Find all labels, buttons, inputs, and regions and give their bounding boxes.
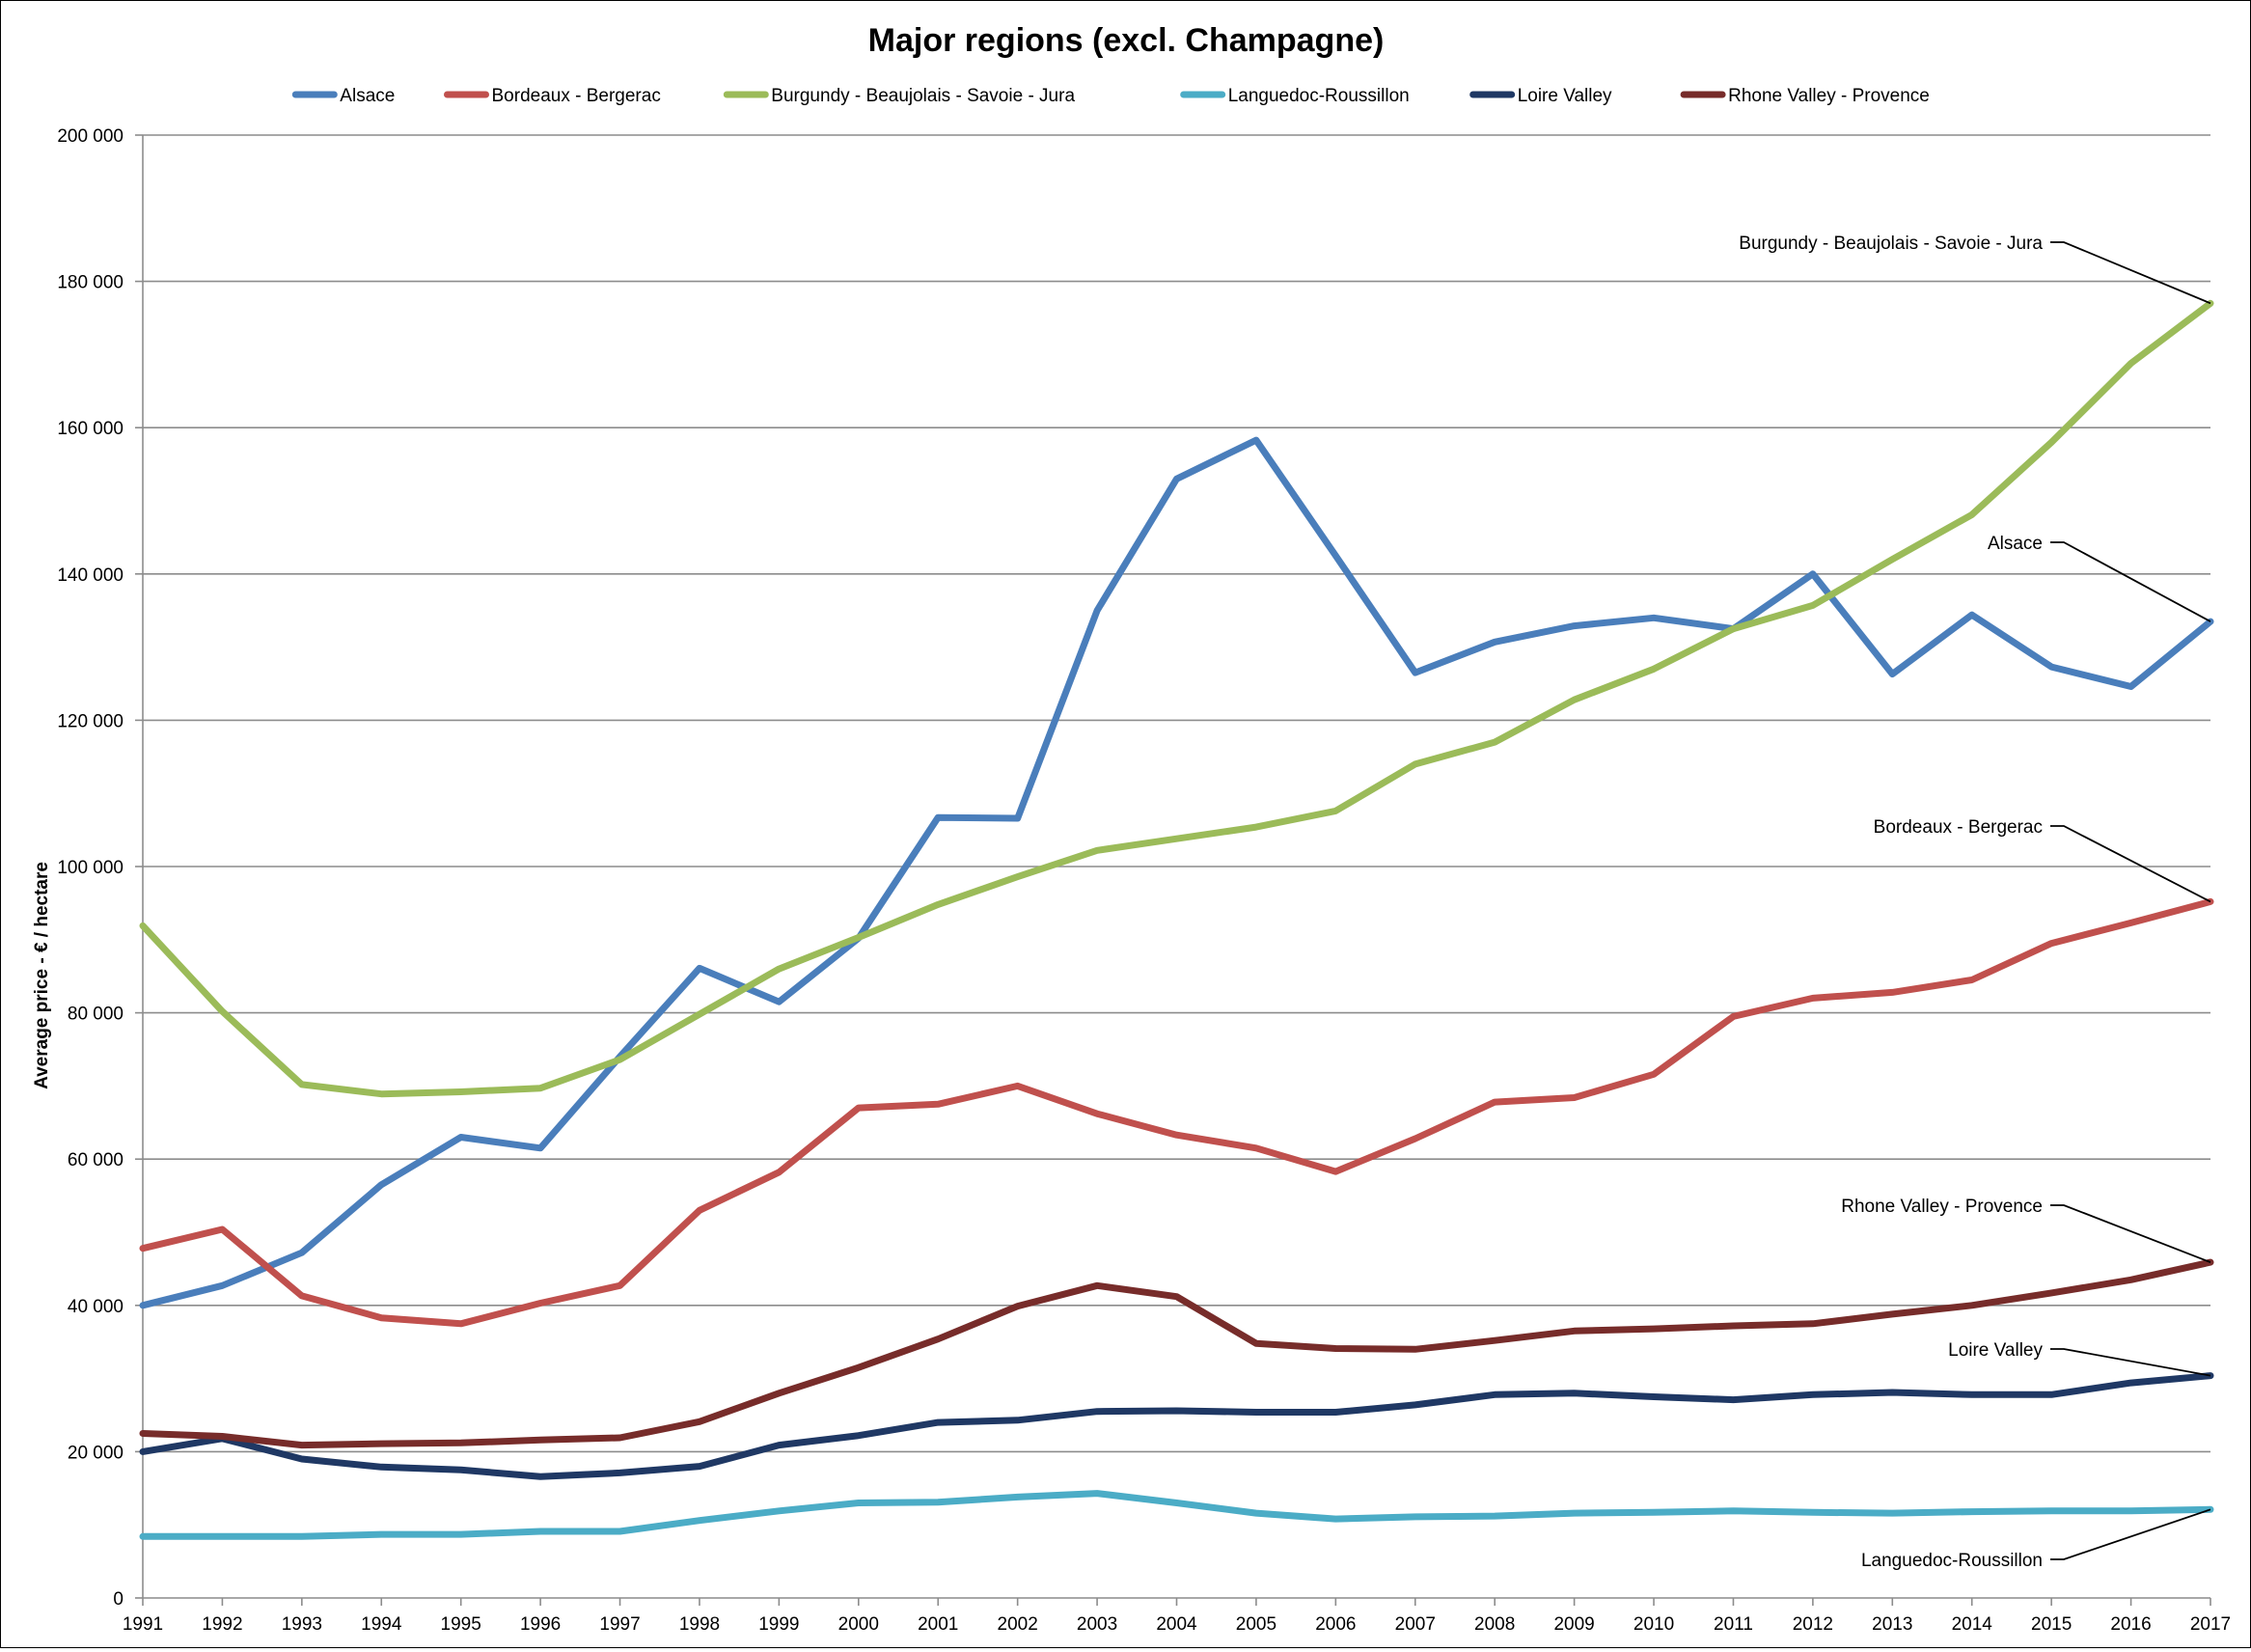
chart-title: Major regions (excl. Champagne): [868, 22, 1385, 59]
legend-label-1: Bordeaux - Bergerac: [492, 86, 661, 106]
x-tick-label: 2016: [2110, 1614, 2151, 1635]
x-tick-label: 2015: [2031, 1614, 2072, 1635]
x-tick-label: 2000: [838, 1614, 879, 1635]
series-line-4: [139, 1372, 2214, 1480]
x-tick-label: 2014: [1952, 1614, 1993, 1635]
series-lines: [139, 299, 2214, 1540]
legend: Alsace Bordeaux - Bergerac Burgundy - Beau…: [291, 86, 1930, 106]
x-tick-label: 2001: [918, 1614, 958, 1635]
annotation-leader-4: [2050, 1348, 2211, 1377]
y-tick-label: 40 000: [68, 1297, 124, 1317]
x-tick-label: 1993: [282, 1614, 322, 1635]
legend-label-5: Rhone Valley - Provence: [1728, 86, 1930, 106]
y-tick-label: 0: [113, 1589, 124, 1610]
x-tick-label: 2009: [1553, 1614, 1594, 1635]
y-tick-label: 100 000: [57, 858, 124, 878]
x-axis-ticks: 1991 1992 1993 1994 1995 1996 1997 1998 1999 2000…: [123, 1598, 2231, 1635]
gridlines: [143, 134, 2210, 1453]
y-tick-label: 120 000: [57, 711, 124, 731]
annotation-leader-2: [2050, 241, 2211, 305]
y-tick-label: 20 000: [68, 1443, 124, 1463]
x-tick-label: 1999: [758, 1614, 799, 1635]
x-tick-label: 2017: [2190, 1614, 2231, 1635]
legend-label-4: Loire Valley: [1518, 86, 1612, 106]
x-tick-label: 1992: [202, 1614, 242, 1635]
annotation-label-4: Loire Valley: [1948, 1340, 2043, 1361]
annotation-label-0: Alsace: [1988, 534, 2043, 554]
x-tick-label: 1991: [123, 1614, 163, 1635]
x-tick-label: 2002: [998, 1614, 1038, 1635]
x-tick-label: 2004: [1156, 1614, 1197, 1635]
series-line-0: [139, 436, 2214, 1309]
y-tick-label: 200 000: [57, 126, 124, 147]
x-tick-label: 2007: [1395, 1614, 1436, 1635]
y-tick-label: 180 000: [57, 273, 124, 293]
annotation-label-3: Languedoc-Roussillon: [1861, 1551, 2043, 1571]
x-tick-label: 2006: [1315, 1614, 1356, 1635]
x-tick-label: 2011: [1714, 1614, 1753, 1635]
annotation-leader-5: [2050, 1204, 2211, 1263]
y-tick-label: 160 000: [57, 419, 124, 439]
x-tick-label: 2005: [1236, 1614, 1276, 1635]
annotation-label-2: Burgundy - Beaujolais - Savoie - Jura: [1739, 234, 2043, 254]
y-axis-title: Average price - € / hectare: [32, 862, 52, 1089]
x-tick-label: 2013: [1872, 1614, 1912, 1635]
x-tick-label: 2010: [1633, 1614, 1674, 1635]
legend-label-0: Alsace: [340, 86, 395, 106]
series-line-2: [139, 299, 2214, 1098]
y-tick-label: 80 000: [68, 1005, 124, 1025]
x-tick-label: 1998: [679, 1614, 720, 1635]
legend-label-3: Languedoc-Roussillon: [1228, 86, 1410, 106]
annotation-label-5: Rhone Valley - Provence: [1841, 1197, 2043, 1217]
axes: [142, 135, 2210, 1599]
x-tick-label: 1994: [361, 1614, 402, 1635]
x-tick-label: 2008: [1474, 1614, 1515, 1635]
annotations: Burgundy - Beaujolais - Savoie - Jura Als…: [1739, 234, 2211, 1571]
y-tick-label: 140 000: [57, 565, 124, 586]
x-tick-label: 2003: [1077, 1614, 1117, 1635]
series-line-3: [139, 1490, 2214, 1540]
x-tick-label: 1996: [520, 1614, 561, 1635]
annotation-leader-3: [2050, 1508, 2211, 1560]
y-axis-ticks: 0 20 000 40 000 60 000 80 000 100 000 120 000 1…: [57, 126, 143, 1610]
series-line-5: [139, 1258, 2214, 1449]
legend-label-2: Burgundy - Beaujolais - Savoie - Jura: [771, 86, 1075, 106]
y-tick-label: 60 000: [68, 1150, 124, 1170]
annotation-leader-0: [2050, 541, 2211, 622]
x-tick-label: 2012: [1793, 1614, 1833, 1635]
x-tick-label: 1997: [599, 1614, 640, 1635]
x-tick-label: 1995: [441, 1614, 481, 1635]
series-line-1: [139, 897, 2214, 1328]
annotation-label-1: Bordeaux - Bergerac: [1874, 817, 2043, 838]
annotation-leader-1: [2050, 825, 2211, 903]
